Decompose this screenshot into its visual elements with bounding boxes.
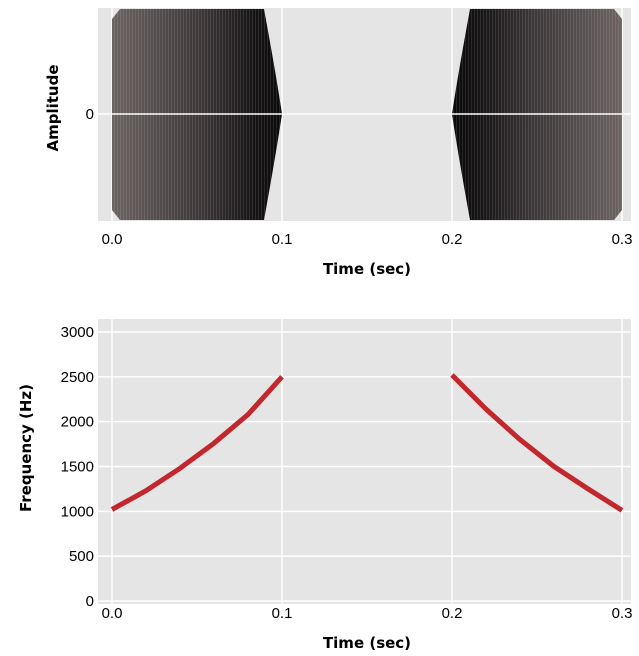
frequency-x-tick-label: 0.1 bbox=[272, 605, 293, 622]
frequency-y-tick-label: 1000 bbox=[61, 503, 94, 520]
frequency-y-tick-labels: 0 500 1000 1500 2000 2500 3000 bbox=[61, 324, 94, 610]
frequency-y-tick-label: 1500 bbox=[61, 459, 94, 476]
frequency-y-axis-title: Frequency (Hz) bbox=[17, 384, 35, 512]
waveform-panel: 0.0 0.1 0.2 0.3 0 Time (sec) Amplitude bbox=[44, 8, 632, 278]
frequency-x-tick-label: 0.3 bbox=[612, 605, 633, 622]
waveform-x-tick-labels: 0.0 0.1 0.2 0.3 bbox=[102, 231, 633, 248]
frequency-x-axis-title: Time (sec) bbox=[323, 634, 411, 652]
frequency-series bbox=[110, 373, 624, 513]
waveform-x-tick-label: 0.3 bbox=[612, 231, 633, 248]
waveform-x-tick-label: 0.2 bbox=[442, 231, 463, 248]
frequency-y-tick-label: 0 bbox=[86, 593, 94, 610]
waveform-x-tick-label: 0.0 bbox=[102, 231, 123, 248]
frequency-y-tick-label: 3000 bbox=[61, 324, 94, 341]
frequency-x-tick-label: 0.2 bbox=[442, 605, 463, 622]
waveform-y-tick-labels: 0 bbox=[86, 106, 94, 123]
frequency-y-tick-label: 500 bbox=[69, 548, 94, 565]
waveform-x-axis-title: Time (sec) bbox=[323, 260, 411, 278]
waveform-y-tick-label: 0 bbox=[86, 106, 94, 123]
frequency-y-tick-label: 2500 bbox=[61, 369, 94, 386]
frequency-series-line bbox=[110, 375, 284, 512]
waveform-y-axis-title: Amplitude bbox=[44, 64, 62, 151]
frequency-x-tick-labels: 0.0 0.1 0.2 0.3 bbox=[102, 605, 633, 622]
frequency-panel: 0.0 0.1 0.2 0.3 0 500 1000 1500 2000 2500 3000 Ti… bbox=[17, 319, 632, 652]
frequency-x-tick-label: 0.0 bbox=[102, 605, 123, 622]
frequency-y-tick-label: 2000 bbox=[61, 414, 94, 431]
waveform-x-tick-label: 0.1 bbox=[272, 231, 293, 248]
waveform-bursts bbox=[98, 9, 631, 220]
frequency-gridlines bbox=[98, 319, 631, 604]
frequency-series-line bbox=[450, 373, 624, 513]
